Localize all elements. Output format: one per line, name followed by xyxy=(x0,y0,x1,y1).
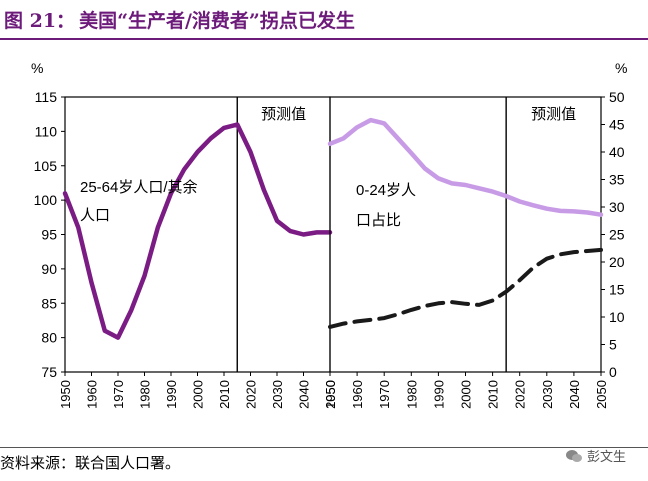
left-xtick-label: 1970 xyxy=(111,380,126,409)
right-series-line-1 xyxy=(328,247,603,329)
left-series-line-0 xyxy=(62,122,333,340)
right-ytick-label: 20 xyxy=(609,254,625,270)
right-ytick-label: 30 xyxy=(609,199,625,215)
right-xtick-label: 2020 xyxy=(513,380,528,409)
right-ytick-label: 5 xyxy=(609,337,617,353)
right-series-label-line1: 0-24岁人 xyxy=(356,182,416,199)
left-xtick-label: 2010 xyxy=(217,380,232,409)
right-xtick-label: 1950 xyxy=(323,380,338,409)
left-ytick-label: 85 xyxy=(41,295,57,311)
left-ytick-label: 115 xyxy=(35,89,58,105)
left-xtick-label: 1990 xyxy=(164,380,179,409)
right-xtick-label: 2050 xyxy=(594,380,609,409)
left-ytick-label: 95 xyxy=(41,227,57,243)
title-rule xyxy=(0,38,648,40)
right-xtick-label: 2000 xyxy=(459,380,474,409)
right-panel-frame xyxy=(329,96,602,373)
left-series-label-line1: 25-64岁人口/其余 xyxy=(80,178,198,196)
figure-label: 图 21： xyxy=(4,9,76,32)
right-ytick-label: 0 xyxy=(609,364,617,380)
left-xtick-label: 2030 xyxy=(270,380,285,409)
right-ytick-label: 15 xyxy=(609,282,625,298)
right-xtick-label: 1970 xyxy=(377,380,392,409)
figure-title-bar: 图 21： 美国“生产者/消费者”拐点已发生 xyxy=(0,0,648,38)
right-ytick-label: 10 xyxy=(609,309,625,325)
left-xtick-label: 2050 xyxy=(323,380,338,409)
right-xtick-label: 1960 xyxy=(350,380,365,409)
right-xtick-label: 2030 xyxy=(540,380,555,409)
left-xtick-label: 2020 xyxy=(244,380,259,409)
right-ytick-label: 50 xyxy=(609,89,625,105)
left-xtick-label: 2040 xyxy=(297,380,312,409)
left-ytick-label: 75 xyxy=(41,364,57,380)
left-forecast-label: 预测值 xyxy=(261,106,306,123)
left-ytick-label: 100 xyxy=(34,192,58,208)
right-xtick-label: 2010 xyxy=(486,380,501,409)
watermark-text: 彭文生 xyxy=(586,450,626,465)
right-yaxis-unit: % xyxy=(615,60,627,76)
left-ytick-label: 110 xyxy=(35,123,58,139)
wechat-icon xyxy=(565,449,582,462)
left-xtick-label: 2000 xyxy=(191,380,206,409)
right-xtick-label: 1990 xyxy=(431,380,446,409)
right-ytick-label: 45 xyxy=(609,117,625,133)
right-ytick-label: 40 xyxy=(609,144,625,160)
left-yaxis-unit: % xyxy=(31,60,43,76)
right-forecast-label: 预测值 xyxy=(531,106,576,123)
left-ytick-label: 90 xyxy=(41,261,57,277)
left-xtick-label: 1980 xyxy=(138,380,153,409)
left-series-label-line2: 人口 xyxy=(80,207,110,224)
left-ytick-label: 80 xyxy=(41,330,57,346)
figure-title: 美国“生产者/消费者”拐点已发生 xyxy=(79,9,355,32)
watermark: 彭文生 xyxy=(565,446,626,465)
right-xtick-label: 1980 xyxy=(404,380,419,409)
right-series-label-line2: 口占比 xyxy=(356,212,401,229)
right-ytick-label: 35 xyxy=(609,172,625,188)
left-xtick-label: 1950 xyxy=(58,380,73,409)
left-ytick-label: 105 xyxy=(34,158,58,174)
footer-rule xyxy=(0,447,648,448)
right-ytick-label: 25 xyxy=(609,227,625,243)
source-note: 资料来源：联合国人口署。 xyxy=(0,454,181,472)
left-xtick-label: 1960 xyxy=(85,380,100,409)
right-series-line-0 xyxy=(327,117,604,217)
right-xtick-label: 2040 xyxy=(567,380,582,409)
